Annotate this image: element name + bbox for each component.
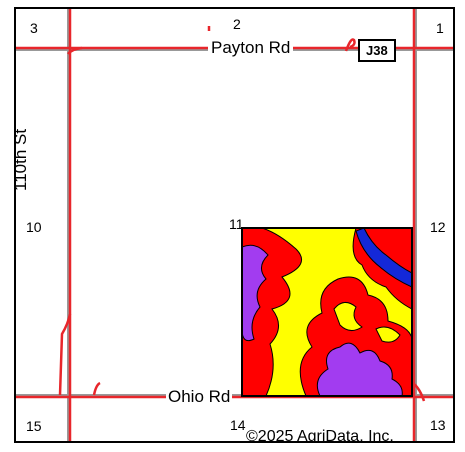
section-label-13: 13: [430, 417, 446, 433]
route-shield-j38: J38: [358, 39, 396, 62]
road-label-110th-st: 110th St: [16, 125, 30, 194]
map-canvas[interactable]: [16, 9, 455, 443]
section-label-2: 2: [233, 16, 241, 32]
road-label-ohio: Ohio Rd: [166, 387, 233, 406]
section-label-11: 11: [229, 216, 244, 232]
copyright-notice: ©2025 AgriData, Inc.: [246, 428, 394, 443]
soil-parcel[interactable]: [241, 227, 413, 397]
section-label-10: 10: [26, 219, 42, 235]
section-label-12: 12: [430, 219, 446, 235]
section-label-1: 1: [436, 20, 444, 36]
section-label-14: 14: [230, 417, 246, 433]
section-label-3: 3: [30, 20, 38, 36]
section-label-15: 15: [26, 418, 42, 434]
map-frame: 3 2 1 10 11 12 15 14 13 Payton Rd J38 Oh…: [14, 7, 455, 443]
road-label-payton: Payton Rd: [208, 39, 294, 56]
